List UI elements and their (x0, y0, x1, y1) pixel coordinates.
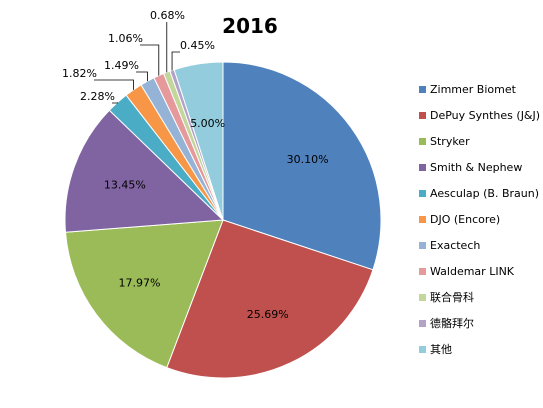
chart-title: 2016 (222, 14, 278, 38)
leader-line-5 (112, 102, 118, 104)
data-label-4: 13.45% (104, 179, 146, 192)
data-label-6: 1.82% (62, 67, 97, 80)
legend-swatch-4 (419, 164, 426, 171)
legend-label-9: 联合骨科 (430, 290, 474, 304)
leader-line-10 (171, 51, 180, 71)
pie-slices (64, 61, 382, 379)
legend-label-5: Aesculap (B. Braun) (430, 187, 539, 200)
leader-line-6 (94, 79, 134, 90)
pie-slice-2 (166, 219, 374, 379)
data-label-11: 5.00% (190, 117, 225, 130)
legend-swatch-11 (419, 346, 426, 353)
legend-swatch-9 (419, 294, 426, 301)
data-label-5: 2.28% (80, 90, 115, 103)
legend-label-7: Exactech (430, 239, 480, 252)
data-label-10: 0.45% (180, 39, 215, 52)
pie-slice-4 (64, 109, 225, 233)
data-label-9: 0.68% (150, 9, 185, 22)
legend-swatch-1 (419, 86, 426, 93)
legend-label-10: 德骼拜尔 (430, 316, 474, 330)
pie-data-labels: 30.10% 25.69% 17.97% 13.45% 2.28% 1.82% 1.49% 1… (62, 9, 329, 321)
data-label-7: 1.49% (104, 59, 139, 72)
legend-label-2: DePuy Synthes (J&J) (430, 109, 540, 122)
data-label-2: 25.69% (247, 308, 289, 321)
pie-slice-11 (173, 61, 224, 221)
pie-slice-3 (64, 219, 224, 369)
legend-label-1: Zimmer Biomet (430, 83, 517, 96)
leader-line-7 (136, 71, 148, 82)
data-label-3: 17.97% (119, 276, 161, 289)
legend-label-11: 其他 (430, 343, 452, 356)
legend: Zimmer Biomet DePuy Synthes (J&J) Stryker S… (419, 83, 540, 356)
data-label-8: 1.06% (108, 32, 143, 45)
pie-slice-1 (222, 61, 382, 271)
legend-label-4: Smith & Nephew (430, 161, 522, 174)
legend-swatch-7 (419, 242, 426, 249)
data-label-1: 30.10% (287, 153, 329, 166)
legend-swatch-10 (419, 320, 426, 327)
legend-label-6: DJO (Encore) (430, 213, 500, 226)
legend-swatch-8 (419, 268, 426, 275)
legend-swatch-6 (419, 216, 426, 223)
legend-label-8: Waldemar LINK (430, 265, 515, 278)
legend-swatch-5 (419, 190, 426, 197)
leader-line-8 (140, 44, 160, 76)
legend-swatch-3 (419, 138, 426, 145)
legend-swatch-2 (419, 112, 426, 119)
legend-label-3: Stryker (430, 135, 470, 148)
